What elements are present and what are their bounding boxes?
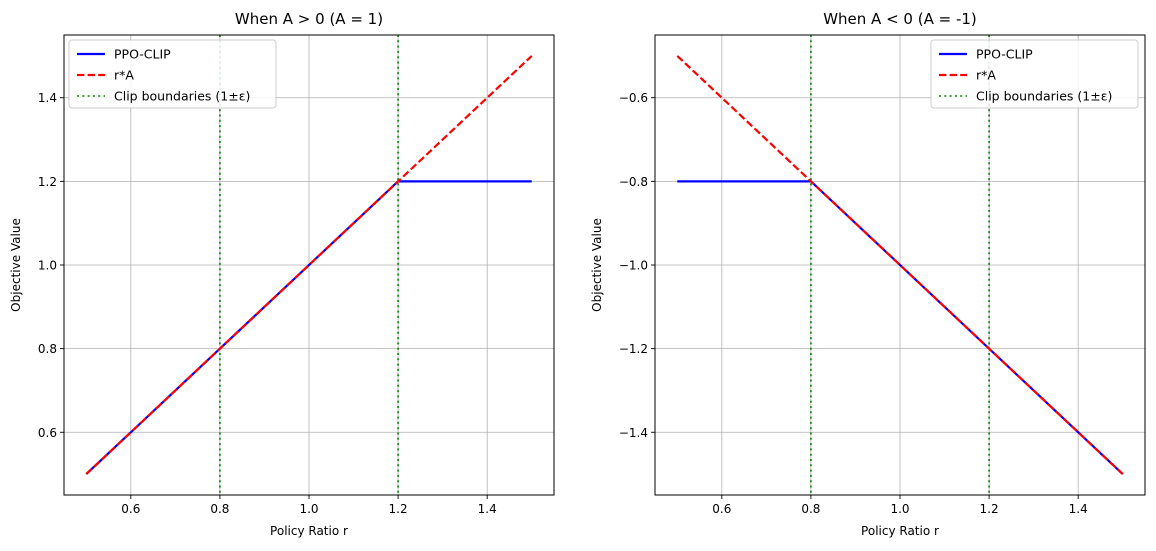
x-tick-label: 0.8 xyxy=(801,502,820,516)
legend: PPO-CLIP r*A Clip boundaries (1±ε) xyxy=(930,39,1139,109)
legend-box xyxy=(930,39,1139,109)
x-tick-label: 0.6 xyxy=(121,502,140,516)
y-tick-label: 1.4 xyxy=(38,91,57,105)
y-axis-label: Objective Value xyxy=(590,218,604,312)
series-line-r-a xyxy=(676,55,1124,475)
y-tick-label: −1.2 xyxy=(619,342,648,356)
legend-label: PPO-CLIP xyxy=(976,47,1033,62)
legend-label: r*A xyxy=(976,68,996,83)
x-tick-label: 1.0 xyxy=(299,502,318,516)
x-tick-label: 0.6 xyxy=(712,502,731,516)
x-tick-label: 1.2 xyxy=(389,502,408,516)
y-tick-label: −0.6 xyxy=(619,91,648,105)
x-tick-label: 1.4 xyxy=(478,502,497,516)
chart-panel-1: 0.6 0.8 1.0 1.2 1.4 0.6 0.8 1.0 1.2 1.4 When A > 0… xyxy=(9,10,555,538)
x-tick-label: 1.4 xyxy=(1069,502,1088,516)
y-tick-label: −1.0 xyxy=(619,259,648,273)
y-tick-label: 1.0 xyxy=(38,259,57,273)
y-tick-label: −0.8 xyxy=(619,175,648,189)
legend-label: PPO-CLIP xyxy=(114,47,171,62)
chart-panel-2: 0.6 0.8 1.0 1.2 1.4 −1.4 −1.2 −1.0 −0.8 −0.6 When … xyxy=(590,10,1146,538)
legend-box xyxy=(68,39,277,109)
y-axis-label: Objective Value xyxy=(9,218,23,312)
legend-label: Clip boundaries (1±ε) xyxy=(114,89,250,104)
y-tick-label: −1.4 xyxy=(619,426,648,440)
legend-label: r*A xyxy=(114,68,134,83)
y-tick-label: 0.8 xyxy=(38,342,57,356)
x-axis-label: Policy Ratio r xyxy=(270,524,348,538)
y-tick-label: 1.2 xyxy=(38,175,57,189)
chart-title: When A < 0 (A = -1) xyxy=(823,10,977,28)
legend-label: Clip boundaries (1±ε) xyxy=(976,89,1112,104)
legend: PPO-CLIP r*A Clip boundaries (1±ε) xyxy=(68,39,277,109)
x-tick-label: 1.2 xyxy=(980,502,999,516)
x-tick-label: 0.8 xyxy=(210,502,229,516)
x-tick-label: 1.0 xyxy=(890,502,909,516)
series-line-r-a xyxy=(85,55,533,475)
x-axis-label: Policy Ratio r xyxy=(861,524,939,538)
y-tick-label: 0.6 xyxy=(38,426,57,440)
chart-title: When A > 0 (A = 1) xyxy=(235,10,383,28)
